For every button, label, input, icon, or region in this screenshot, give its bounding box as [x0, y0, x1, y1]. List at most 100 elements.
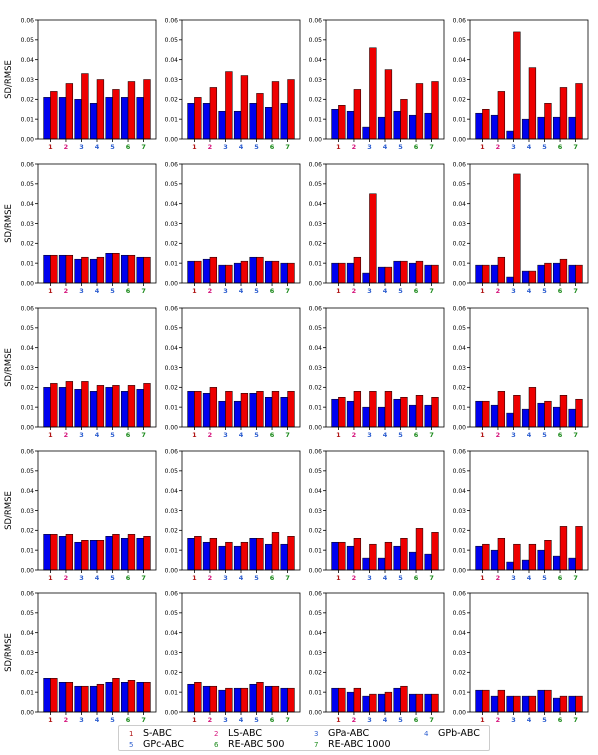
bar-blue [521, 559, 530, 571]
x-tick-label: 3 [79, 716, 84, 724]
x-tick-label: 5 [254, 143, 259, 151]
x-tick-label: 7 [573, 431, 578, 439]
bar-blue [105, 97, 113, 140]
x-tick-label: 6 [558, 143, 563, 151]
bar-blue [264, 107, 273, 140]
panel-r5-c2: 0.00 0.01 0.02 0.03 0.04 0.05 0.06 1 2 3 4 5 6 7 [165, 590, 301, 724]
bar-blue [120, 97, 129, 140]
panel-r1-c2: 0.00 0.01 0.02 0.03 0.04 0.05 0.06 1 2 3 4 5 6 7 [165, 17, 301, 151]
bar-blue [74, 99, 82, 140]
bar-blue [506, 412, 514, 428]
bar-red [369, 391, 377, 428]
y-tick-label: 0.05 [453, 37, 467, 44]
bar-red [482, 400, 490, 428]
x-tick-label: 1 [192, 431, 197, 439]
bar-blue [58, 97, 67, 140]
legend-item: 5 GPc-ABC [129, 739, 184, 750]
y-tick-label: 0.01 [21, 260, 35, 267]
bar-blue [521, 408, 530, 428]
bar-blue [475, 689, 483, 713]
x-tick-label: 7 [285, 143, 290, 151]
bar-blue [280, 262, 288, 284]
y-tick-label: 0.06 [309, 590, 323, 597]
bar-blue [424, 112, 432, 140]
bar-red [209, 387, 218, 428]
y-axis-label: SD/RMSE [4, 633, 14, 672]
panel-frame [37, 592, 157, 713]
legend-number: 2 [214, 730, 219, 738]
bar-blue [346, 400, 355, 428]
bar-blue [377, 266, 386, 284]
x-tick-label: 4 [383, 716, 388, 724]
y-tick-label: 0.02 [309, 528, 323, 535]
y-tick-label: 0.04 [165, 201, 179, 208]
bar-red [431, 693, 439, 713]
panel-frame [469, 307, 589, 428]
bar-red [559, 87, 568, 140]
x-tick-label: 5 [398, 716, 403, 724]
x-tick-label: 5 [542, 716, 547, 724]
bar-blue [136, 538, 144, 571]
y-tick-label: 0.02 [453, 97, 467, 104]
y-tick-label: 0.01 [309, 260, 323, 267]
bar-red [209, 87, 218, 140]
bar-red [127, 81, 136, 140]
y-tick-label: 0.05 [309, 37, 323, 44]
bar-blue [424, 404, 432, 428]
y-tick-label: 0.01 [309, 547, 323, 554]
x-tick-label: 1 [192, 574, 197, 582]
x-tick-label: 1 [336, 287, 341, 295]
bar-blue [490, 549, 499, 571]
bar-blue [218, 110, 226, 140]
panel-r2-c2: 0.00 0.01 0.02 0.03 0.04 0.05 0.06 1 2 3 4 5 6 7 [165, 161, 301, 295]
bar-red [384, 69, 393, 140]
y-tick-label: 0.05 [165, 181, 179, 188]
bar-blue [490, 695, 499, 713]
y-tick-label: 0.00 [309, 567, 323, 574]
y-tick-label: 0.06 [309, 305, 323, 312]
y-tick-label: 0.03 [453, 77, 467, 84]
y-tick-label: 0.00 [21, 709, 35, 716]
bar-blue [187, 260, 195, 284]
y-tick-label: 0.06 [309, 448, 323, 455]
y-tick-label: 0.05 [453, 325, 467, 332]
y-tick-label: 0.00 [21, 136, 35, 143]
bar-blue [475, 545, 483, 571]
panel-r4-c3: 0.00 0.01 0.02 0.03 0.04 0.05 0.06 1 2 3 4 5 6 7 [309, 448, 445, 582]
bar-red [240, 393, 249, 428]
bar-blue [74, 685, 82, 713]
y-tick-label: 0.00 [453, 280, 467, 287]
bar-blue [136, 256, 144, 284]
x-tick-label: 7 [429, 143, 434, 151]
bar-red [544, 540, 552, 571]
x-tick-label: 2 [496, 716, 501, 724]
x-tick-label: 5 [398, 574, 403, 582]
x-tick-label: 6 [126, 716, 131, 724]
y-tick-label: 0.04 [21, 57, 35, 64]
panel-frame [325, 592, 445, 713]
bar-red [271, 81, 280, 140]
x-tick-label: 1 [48, 287, 53, 295]
bar-blue [202, 541, 211, 571]
bar-red [143, 79, 151, 140]
x-tick-label: 2 [496, 574, 501, 582]
bar-red [384, 266, 393, 284]
y-tick-label: 0.05 [165, 325, 179, 332]
bar-blue [202, 258, 211, 284]
x-tick-label: 7 [573, 287, 578, 295]
legend: 1 S-ABC 2 LS-ABC 3 GPa-ABC 4 GPb-ABC 5 GPc-ABC 6 RE… [118, 725, 490, 751]
bar-blue [408, 404, 417, 428]
y-tick-label: 0.02 [453, 670, 467, 677]
bar-red [528, 695, 537, 713]
x-tick-label: 4 [95, 716, 100, 724]
y-tick-label: 0.01 [165, 689, 179, 696]
bar-red [338, 397, 346, 428]
y-tick-label: 0.04 [453, 488, 467, 495]
y-tick-label: 0.05 [309, 181, 323, 188]
x-tick-label: 6 [558, 716, 563, 724]
x-tick-label: 3 [511, 574, 516, 582]
bar-blue [331, 687, 339, 713]
bar-red [559, 526, 568, 571]
x-tick-label: 6 [126, 431, 131, 439]
x-tick-label: 2 [64, 431, 69, 439]
